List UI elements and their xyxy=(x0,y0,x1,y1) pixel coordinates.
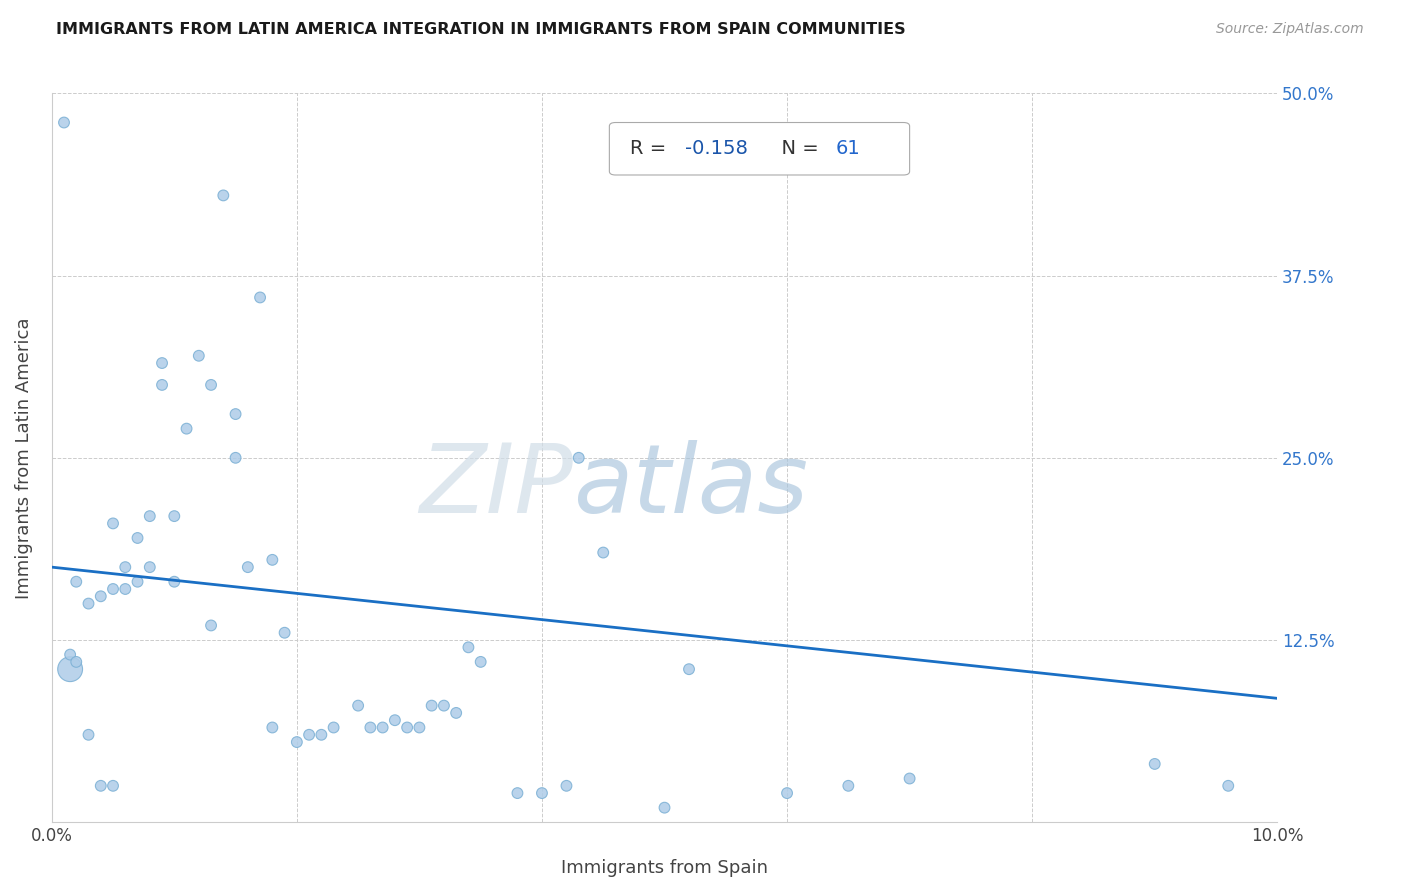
Point xyxy=(1218,779,1240,793)
Point xyxy=(127,574,149,589)
Point xyxy=(285,735,308,749)
Y-axis label: Immigrants from Latin America: Immigrants from Latin America xyxy=(15,317,32,599)
Point xyxy=(187,349,209,363)
Point xyxy=(384,713,406,727)
Text: IMMIGRANTS FROM LATIN AMERICA INTEGRATION IN IMMIGRANTS FROM SPAIN COMMUNITIES: IMMIGRANTS FROM LATIN AMERICA INTEGRATIO… xyxy=(56,22,905,37)
Point xyxy=(530,786,553,800)
Point xyxy=(77,728,100,742)
Point xyxy=(150,378,173,392)
FancyBboxPatch shape xyxy=(609,122,910,175)
Point xyxy=(592,545,614,559)
Point xyxy=(396,721,419,735)
Point xyxy=(114,560,136,574)
Point xyxy=(457,640,479,655)
Point xyxy=(262,721,284,735)
Point xyxy=(150,356,173,370)
Point xyxy=(420,698,443,713)
Point xyxy=(163,574,186,589)
Point xyxy=(837,779,859,793)
Point xyxy=(273,625,295,640)
Point xyxy=(139,560,162,574)
Text: atlas: atlas xyxy=(572,441,807,533)
Point xyxy=(90,779,112,793)
Point xyxy=(262,553,284,567)
Point xyxy=(1143,756,1166,771)
Point xyxy=(163,509,186,524)
Point xyxy=(59,648,82,662)
Text: N =: N = xyxy=(769,139,825,158)
Point xyxy=(311,728,333,742)
Text: R =: R = xyxy=(630,139,672,158)
Point xyxy=(225,450,247,465)
Point xyxy=(568,450,591,465)
Point xyxy=(678,662,700,676)
Text: Source: ZipAtlas.com: Source: ZipAtlas.com xyxy=(1216,22,1364,37)
Point xyxy=(359,721,381,735)
Point xyxy=(433,698,456,713)
Point xyxy=(101,582,124,596)
Point xyxy=(654,800,676,814)
Point xyxy=(65,574,87,589)
Point xyxy=(249,290,271,304)
Text: -0.158: -0.158 xyxy=(685,139,748,158)
Point xyxy=(322,721,344,735)
Point xyxy=(470,655,492,669)
Point xyxy=(114,582,136,596)
Text: ZIP: ZIP xyxy=(419,441,572,533)
Point xyxy=(506,786,529,800)
Point xyxy=(101,779,124,793)
Text: 61: 61 xyxy=(837,139,860,158)
Point xyxy=(139,509,162,524)
Point xyxy=(408,721,430,735)
Point xyxy=(65,655,87,669)
Point xyxy=(212,188,235,202)
Point xyxy=(127,531,149,545)
Point xyxy=(898,772,921,786)
Point xyxy=(444,706,467,720)
Point xyxy=(236,560,259,574)
Point xyxy=(200,618,222,632)
Point xyxy=(200,378,222,392)
Point xyxy=(59,662,82,676)
Point xyxy=(176,422,198,436)
Point xyxy=(347,698,370,713)
Point xyxy=(101,516,124,531)
Point xyxy=(776,786,799,800)
Point xyxy=(371,721,394,735)
X-axis label: Immigrants from Spain: Immigrants from Spain xyxy=(561,859,768,877)
Point xyxy=(298,728,321,742)
Point xyxy=(555,779,578,793)
Point xyxy=(90,589,112,603)
Point xyxy=(53,115,76,129)
Point xyxy=(77,597,100,611)
Point xyxy=(225,407,247,421)
